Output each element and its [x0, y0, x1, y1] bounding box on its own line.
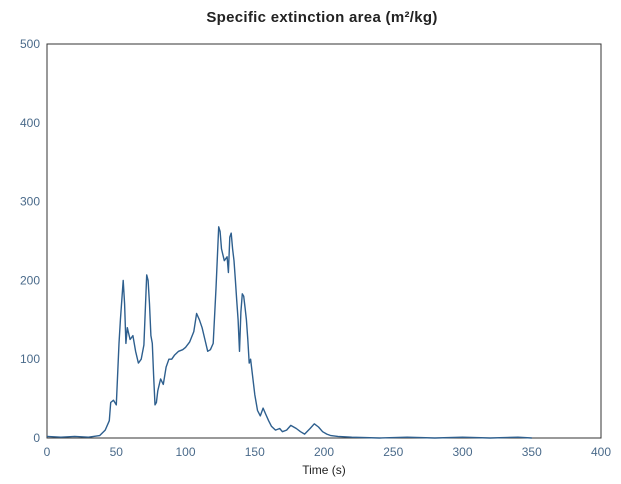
- x-tick-label: 100: [175, 445, 195, 459]
- series-line: [46, 226, 532, 439]
- y-tick-label: 0: [33, 431, 40, 445]
- x-tick-label: 150: [245, 445, 265, 459]
- x-tick-label: 200: [314, 445, 334, 459]
- plot-frame: [46, 43, 602, 439]
- y-tick-label: 100: [20, 352, 40, 366]
- x-tick-label: 350: [522, 445, 542, 459]
- x-axis-label: Time (s): [302, 463, 346, 477]
- y-tick-label: 400: [20, 116, 40, 130]
- chart-title: Specific extinction area (m²/kg): [206, 9, 437, 26]
- x-tick-label: 300: [452, 445, 472, 459]
- x-tick-label: 400: [591, 445, 611, 459]
- x-tick-label: 50: [110, 445, 124, 459]
- x-tick-label: 250: [383, 445, 403, 459]
- x-axis-ticks: 0 50 100 150 200 250 300 350 400: [44, 445, 612, 459]
- y-tick-label: 200: [20, 273, 40, 287]
- y-tick-label: 300: [20, 195, 40, 209]
- y-tick-label: 500: [20, 37, 40, 51]
- y-axis-ticks: 0 100 200 300 400 500: [20, 37, 40, 445]
- x-tick-label: 0: [44, 445, 51, 459]
